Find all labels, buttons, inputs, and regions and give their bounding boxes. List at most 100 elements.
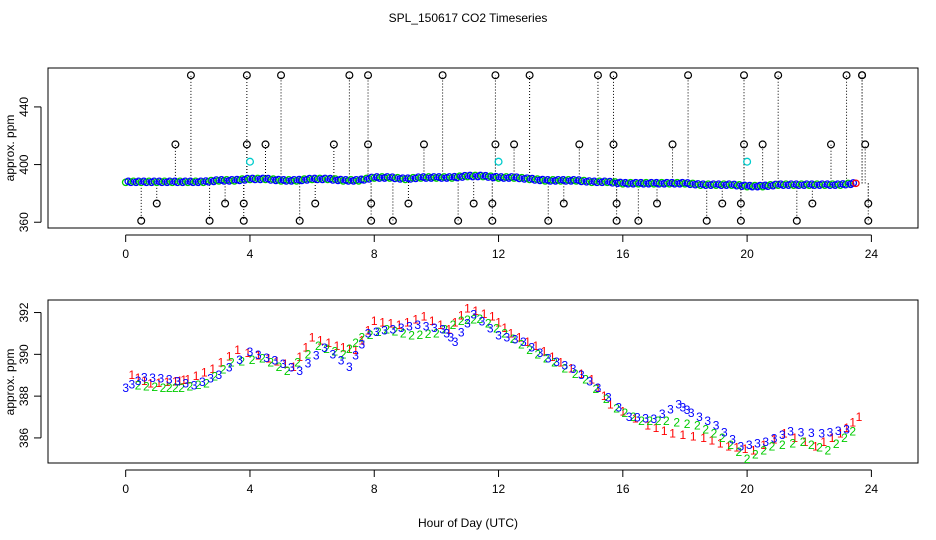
series-1-point: 1 (733, 441, 740, 455)
x-tick-label: 16 (616, 482, 630, 496)
series-3-point: 3 (721, 425, 728, 439)
series-2-point: 2 (808, 438, 815, 452)
outlier-point (364, 140, 373, 149)
series-2-point: 2 (485, 317, 492, 331)
series-3-point: 3 (338, 354, 345, 368)
series-3-point: 3 (448, 331, 455, 345)
series-2-point: 2 (203, 377, 210, 391)
series-1-point: 1 (437, 318, 444, 332)
series-3-point: 3 (431, 321, 438, 335)
outlier-point (364, 71, 373, 80)
series-3-point: 3 (352, 349, 359, 363)
series-2-point: 2 (735, 445, 742, 459)
series-2-point: 2 (346, 342, 353, 356)
cyan-point (743, 157, 752, 166)
series-3-point: 3 (226, 361, 233, 375)
series-3-point: 3 (166, 372, 173, 386)
series-2-point: 2 (752, 448, 759, 462)
series-1-point: 1 (458, 308, 465, 322)
series-3-point: 3 (423, 319, 430, 333)
series-1-point: 1 (690, 430, 697, 444)
y-tick-label: 392 (17, 302, 31, 322)
series-1-point: 1 (516, 331, 523, 345)
series-2-point: 2 (323, 342, 330, 356)
series-3-point: 3 (520, 335, 527, 349)
x-axis-label: Hour of Day (UTC) (418, 516, 518, 530)
series-3-point: 3 (561, 358, 568, 372)
series-3-point: 3 (634, 411, 641, 425)
series-1-point: 1 (352, 343, 359, 357)
series-1-point: 1 (557, 356, 564, 370)
series-1-point: 1 (619, 404, 626, 418)
series-2-point: 2 (673, 416, 680, 430)
series-2-point: 2 (603, 392, 610, 406)
series-3-point: 3 (570, 362, 577, 376)
series-2-point: 2 (694, 418, 701, 432)
outlier-point (559, 199, 568, 208)
outlier-point (842, 71, 851, 80)
series-2-point: 2 (238, 354, 245, 368)
outlier-point (277, 71, 286, 80)
series-3-point: 3 (406, 319, 413, 333)
y-axis-label: approx. ppm (3, 115, 17, 182)
series-3-point: 3 (615, 400, 622, 414)
series-2-point: 2 (510, 332, 517, 346)
series-3-point: 3 (263, 351, 270, 365)
series-3-point: 3 (346, 360, 353, 374)
series-1-point: 1 (709, 434, 716, 448)
series-2-point: 2 (613, 402, 620, 416)
series-1-point: 1 (429, 314, 436, 328)
series-2-point: 2 (518, 338, 525, 352)
series-2-point: 2 (340, 347, 347, 361)
series-1-point: 1 (290, 360, 297, 374)
series-1-point: 1 (176, 374, 183, 388)
series-1-point: 1 (549, 350, 556, 364)
series-3-point: 3 (651, 412, 658, 426)
series-2-point: 2 (464, 313, 471, 327)
series-1-point: 1 (802, 435, 809, 449)
series-1-point: 1 (578, 367, 585, 381)
outlier-point (575, 140, 584, 149)
outlier-point (345, 71, 354, 80)
series-2-point: 2 (178, 381, 185, 395)
series-3-point: 3 (626, 410, 633, 424)
series-1-point: 1 (632, 411, 639, 425)
outlier-point (702, 216, 711, 225)
chart-title: SPL_150617 CO2 Timeseries (389, 11, 548, 25)
outlier-point (609, 71, 618, 80)
series-1-point: 1 (472, 304, 479, 318)
series-3-point: 3 (255, 348, 262, 362)
series-3-point: 3 (288, 361, 295, 375)
series-1-point: 1 (274, 354, 281, 368)
series-3-point: 3 (586, 375, 593, 389)
series-1-point: 1 (371, 314, 378, 328)
outlier-point (612, 216, 621, 225)
x-tick-label: 4 (247, 247, 254, 261)
y-tick-label: 360 (17, 212, 31, 232)
cyan-point (494, 157, 503, 166)
series-2-point: 2 (458, 314, 465, 328)
series-2-point: 2 (358, 331, 365, 345)
x-tick-label: 8 (371, 247, 378, 261)
outlier-point (329, 140, 338, 149)
outlier-point (668, 140, 677, 149)
series-3-point: 3 (503, 331, 510, 345)
series-3-point: 3 (729, 432, 736, 446)
series-3-point: 3 (787, 425, 794, 439)
series-3-point: 3 (487, 322, 494, 336)
series-3-point: 3 (680, 400, 687, 414)
outlier-point (419, 140, 428, 149)
series-1-point: 1 (532, 339, 539, 353)
series-3-point: 3 (642, 411, 649, 425)
outlier-point (171, 140, 180, 149)
series-3-point: 3 (236, 353, 243, 367)
series-1-point: 1 (296, 350, 303, 364)
y-tick-label: 388 (17, 386, 31, 406)
y-tick-label: 440 (17, 97, 31, 117)
series-1-point: 1 (421, 310, 428, 324)
series-2-point: 2 (719, 431, 726, 445)
series-2-point: 2 (267, 356, 274, 370)
outlier-point (242, 71, 251, 80)
outlier-point (205, 216, 214, 225)
series-1-point: 1 (595, 381, 602, 395)
